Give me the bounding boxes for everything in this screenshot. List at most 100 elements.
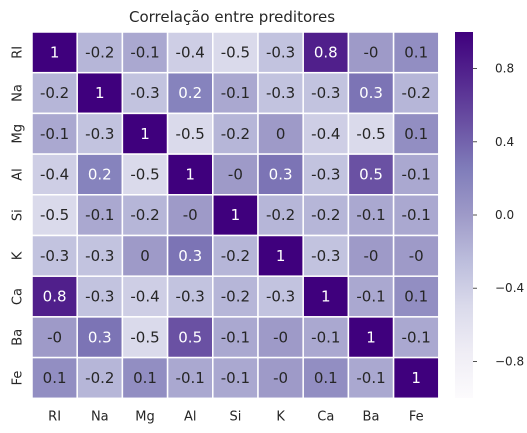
- cell-value-label: -0.2: [85, 43, 114, 61]
- cell-value-label: -0.2: [402, 84, 431, 102]
- cell-value-label: -0.2: [221, 247, 250, 265]
- cell-value-label: -0.3: [85, 288, 114, 306]
- cell-value-label: -0.5: [130, 165, 159, 183]
- cell-value-label: 0: [140, 247, 150, 265]
- heatmap-cell: [31, 234, 78, 277]
- x-axis-ticks: RI Na Mg Al Si K Ca Ba Fe: [48, 409, 423, 424]
- colorbar-tick-label: −0.8: [495, 354, 524, 368]
- heatmap-cell: [212, 275, 259, 318]
- heatmap-cell: [31, 316, 78, 359]
- heatmap-cell: [121, 234, 169, 277]
- heatmap-cell: [347, 31, 395, 74]
- cell-value-label: -0: [183, 206, 198, 224]
- heatmap-cell: [31, 194, 78, 237]
- x-tick-label: Al: [184, 409, 197, 424]
- cell-value-label: 0.8: [314, 43, 338, 61]
- cell-value-label: 0.1: [404, 288, 428, 306]
- cell-value-label: -0.1: [221, 84, 250, 102]
- heatmap-cells: 1 -0.2 -0.1 -0.4 -0.5 -0.3 0.8 -0 0.1 -0.2 1 -0.3 0.…: [31, 31, 440, 400]
- cell-value-label: 1: [140, 125, 150, 143]
- heatmap-cell: [212, 316, 259, 359]
- cell-value-label: -0.1: [356, 369, 385, 387]
- heatmap-cell: [31, 31, 78, 74]
- cell-value-label: -0.3: [311, 247, 340, 265]
- heatmap-cell: [392, 153, 440, 196]
- heatmap-cell: [76, 275, 124, 318]
- cell-value-label: -0.5: [130, 328, 159, 346]
- colorbar-tick-label: 0.0: [495, 208, 514, 222]
- cell-value-label: 0.2: [88, 165, 112, 183]
- heatmap-cell: [392, 194, 440, 237]
- heatmap-cell: [212, 234, 259, 277]
- cell-value-label: 1: [411, 369, 421, 387]
- cell-value-label: 1: [185, 165, 195, 183]
- cell-value-label: -0.3: [40, 247, 69, 265]
- cell-value-label: -0.2: [266, 206, 295, 224]
- heatmap-cell: [257, 234, 304, 277]
- cell-value-label: -0.1: [40, 125, 69, 143]
- cell-value-label: -0.1: [402, 206, 431, 224]
- cell-value-label: -0.2: [85, 369, 114, 387]
- cell-value-label: 0.3: [178, 247, 202, 265]
- x-tick-label: Fe: [409, 409, 424, 424]
- cell-value-label: -0.2: [221, 288, 250, 306]
- cell-value-label: -0.4: [176, 43, 205, 61]
- heatmap-cell: [302, 356, 350, 400]
- y-tick-label: RI: [11, 46, 26, 59]
- heatmap-cell: [392, 234, 440, 277]
- colorbar-tick-label: −0.4: [495, 281, 524, 295]
- colorbar: [455, 32, 473, 398]
- cell-value-label: 0.1: [404, 43, 428, 61]
- cell-value-label: -0: [273, 328, 288, 346]
- cell-value-label: -0.3: [266, 84, 295, 102]
- cell-value-label: 0.8: [43, 288, 67, 306]
- x-tick-label: Mg: [135, 409, 154, 424]
- cell-value-label: 0.1: [43, 369, 67, 387]
- x-tick-label: Ba: [363, 409, 380, 424]
- cell-value-label: -0.3: [266, 288, 295, 306]
- cell-value-label: 0.1: [133, 369, 157, 387]
- colorbar-tick-label: 0.8: [495, 62, 514, 76]
- heatmap-cell: [121, 112, 169, 155]
- cell-value-label: -0.4: [40, 165, 69, 183]
- x-tick-label: K: [276, 409, 285, 424]
- cell-value-label: -0: [273, 369, 288, 387]
- cell-value-label: -0.1: [356, 288, 385, 306]
- cell-value-label: -0.4: [311, 125, 340, 143]
- cell-value-label: 0: [276, 125, 286, 143]
- cell-value-label: -0: [409, 247, 424, 265]
- y-tick-label: Si: [11, 209, 26, 221]
- cell-value-label: -0.3: [266, 43, 295, 61]
- y-axis-ticks: RI Na Mg Al Si K Ca Ba Fe: [11, 46, 26, 385]
- cell-value-label: -0.5: [176, 125, 205, 143]
- heatmap-cell: [121, 71, 169, 115]
- cell-value-label: -0.2: [40, 84, 69, 102]
- cell-value-label: -0.1: [221, 328, 250, 346]
- heatmap-cell: [392, 71, 440, 115]
- cell-value-label: -0: [364, 247, 379, 265]
- heatmap-cell: [166, 316, 214, 359]
- y-tick-label: K: [11, 251, 26, 260]
- cell-value-label: 1: [50, 43, 60, 61]
- y-tick-label: Al: [11, 168, 26, 181]
- heatmap-cell: [257, 316, 304, 359]
- heatmap-cell: [31, 112, 78, 155]
- cell-value-label: -0.3: [130, 84, 159, 102]
- cell-value-label: -0.1: [402, 328, 431, 346]
- heatmap-cell: [392, 356, 440, 400]
- cell-value-label: 0.1: [404, 125, 428, 143]
- cell-value-label: 1: [276, 247, 286, 265]
- y-tick-label: Ca: [11, 288, 26, 305]
- heatmap-cell: [392, 316, 440, 359]
- heatmap-cell: [166, 234, 214, 277]
- heatmap-cell: [76, 356, 124, 400]
- cell-value-label: -0.3: [311, 84, 340, 102]
- cell-value-label: -0.3: [311, 165, 340, 183]
- cell-value-label: -0.3: [176, 288, 205, 306]
- cell-value-label: -0.5: [221, 43, 250, 61]
- cell-value-label: -0.5: [356, 125, 385, 143]
- cell-value-label: -0: [228, 165, 243, 183]
- heatmap-cell: [76, 153, 124, 196]
- cell-value-label: 0.5: [178, 328, 202, 346]
- cell-value-label: 0.1: [314, 369, 338, 387]
